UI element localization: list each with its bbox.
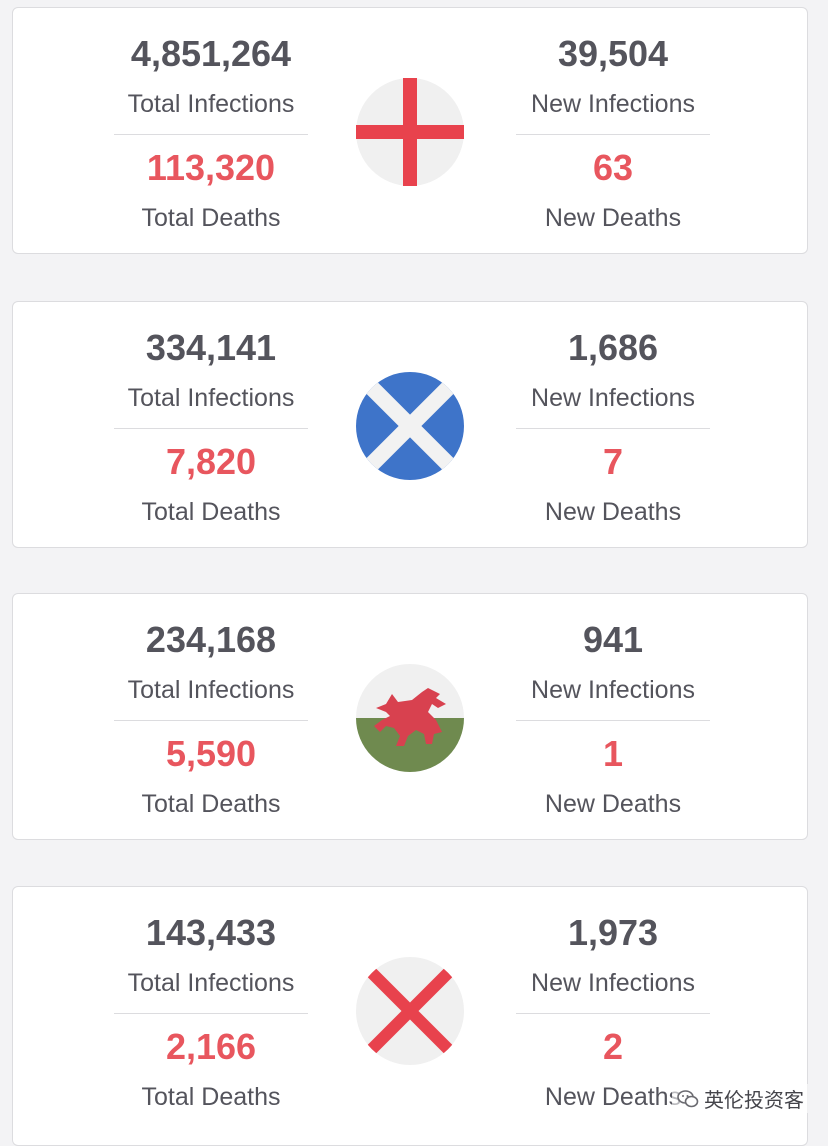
wales-flag-icon [356,664,464,772]
new-infections-label: New Infections [531,676,695,704]
wechat-icon [677,1089,699,1107]
new-infections-value: 39,504 [557,33,669,74]
new-infections-value: 1,973 [567,912,659,953]
total-deaths-label: Total Deaths [141,498,281,526]
divider [114,134,308,135]
divider [516,134,710,135]
country-card-wales: 234,168 Total Infections 5,590 Total Dea… [12,593,808,840]
new-deaths-label: New Deaths [544,204,682,232]
total-infections-label: Total Infections [127,90,295,118]
new-deaths-value: 7 [602,441,624,482]
total-deaths-value: 2,166 [165,1026,257,1067]
total-infections-value: 234,168 [145,619,277,660]
country-card-scotland: 334,141 Total Infections 7,820 Total Dea… [12,301,808,548]
total-infections-value: 334,141 [145,327,277,368]
divider [516,428,710,429]
total-infections-label: Total Infections [127,969,295,997]
new-infections-value: 941 [582,619,644,660]
new-infections-label: New Infections [531,969,695,997]
total-infections-value: 4,851,264 [130,33,292,74]
country-card-northern-ireland: 143,433 Total Infections 2,166 Total Dea… [12,886,808,1146]
total-deaths-value: 7,820 [165,441,257,482]
northern-ireland-flag-icon [356,957,464,1065]
watermark: 英伦投资客 [672,1084,808,1113]
new-infections-label: New Infections [531,384,695,412]
total-deaths-label: Total Deaths [141,1083,281,1111]
total-deaths-label: Total Deaths [141,790,281,818]
new-deaths-label: New Deaths [544,1083,682,1111]
total-infections-value: 143,433 [145,912,277,953]
total-infections-label: Total Infections [127,676,295,704]
new-infections-value: 1,686 [567,327,659,368]
total-deaths-value: 113,320 [146,147,276,188]
new-infections-label: New Infections [531,90,695,118]
total-infections-label: Total Infections [127,384,295,412]
england-flag-icon [356,78,464,186]
divider [114,720,308,721]
country-card-england: 4,851,264 Total Infections 113,320 Total… [12,7,808,254]
new-deaths-value: 1 [602,733,624,774]
divider [516,720,710,721]
new-deaths-value: 63 [592,147,634,188]
divider [516,1013,710,1014]
new-deaths-label: New Deaths [544,498,682,526]
total-deaths-value: 5,590 [165,733,257,774]
divider [114,428,308,429]
scotland-flag-icon [356,372,464,480]
divider [114,1013,308,1014]
new-deaths-label: New Deaths [544,790,682,818]
watermark-text: 英伦投资客 [704,1090,804,1112]
total-deaths-label: Total Deaths [141,204,281,232]
new-deaths-value: 2 [602,1026,624,1067]
